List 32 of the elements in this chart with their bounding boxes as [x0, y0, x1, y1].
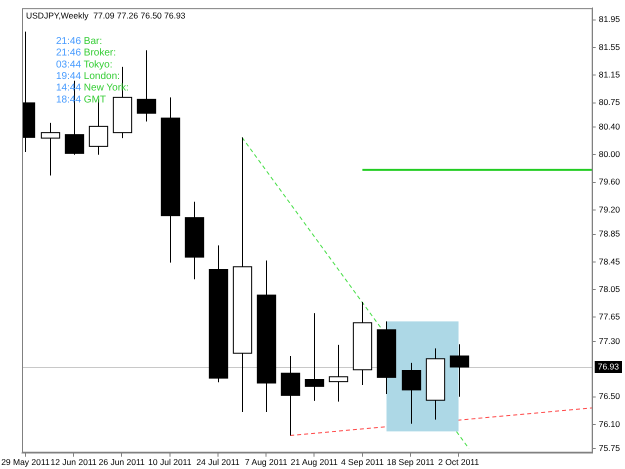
y-tick-label: 75.75 — [598, 442, 620, 453]
x-tick-label: 10 Jul 2011 — [148, 457, 192, 468]
ref-line-label: 76.93 — [598, 361, 620, 372]
y-tick-label: 80.75 — [598, 97, 620, 108]
y-tick-label: 79.20 — [598, 204, 620, 214]
y-tick-label: 81.55 — [598, 42, 620, 52]
chart-title: USDJPY,Weekly 77.09 77.26 76.50 76.93 — [26, 10, 186, 20]
y-tick-label: 78.05 — [598, 284, 620, 294]
x-tick-label: 24 Jul 2011 — [196, 457, 240, 468]
y-tick-label: 76.10 — [598, 418, 620, 429]
annotation: 03:44 Tokyo: — [56, 59, 113, 70]
x-tick-label: 2 Oct 2011 — [438, 457, 480, 468]
y-tick-label: 76.50 — [598, 391, 620, 402]
y-tick-label: 81.15 — [598, 70, 620, 80]
x-tick-label: 26 Jun 2011 — [98, 457, 146, 468]
y-tick-label: 78.45 — [598, 256, 620, 266]
y-tick-label: 81.95 — [598, 14, 620, 24]
x-tick-label: 7 Aug 2011 — [244, 457, 288, 468]
x-tick-label: 4 Sep 2011 — [340, 457, 384, 468]
y-tick-label: 80.00 — [598, 149, 620, 160]
annotation: 21:46 Broker: — [56, 48, 116, 59]
x-tick-label: 12 Jun 2011 — [50, 457, 97, 468]
x-tick-label: 29 May 2011 — [1, 457, 50, 468]
y-tick-label: 77.30 — [598, 336, 620, 346]
y-tick-label: 79.60 — [598, 176, 620, 187]
y-tick-label: 78.85 — [598, 228, 620, 239]
annotation: 19:44 London: — [56, 70, 120, 82]
x-tick-label: 18 Sep 2011 — [386, 457, 435, 468]
annotation: 21:46 Bar: — [56, 36, 102, 47]
x-tick-label: 21 Aug 2011 — [290, 457, 338, 468]
y-tick-label: 80.40 — [598, 121, 620, 132]
y-tick-label: 77.65 — [598, 312, 620, 322]
